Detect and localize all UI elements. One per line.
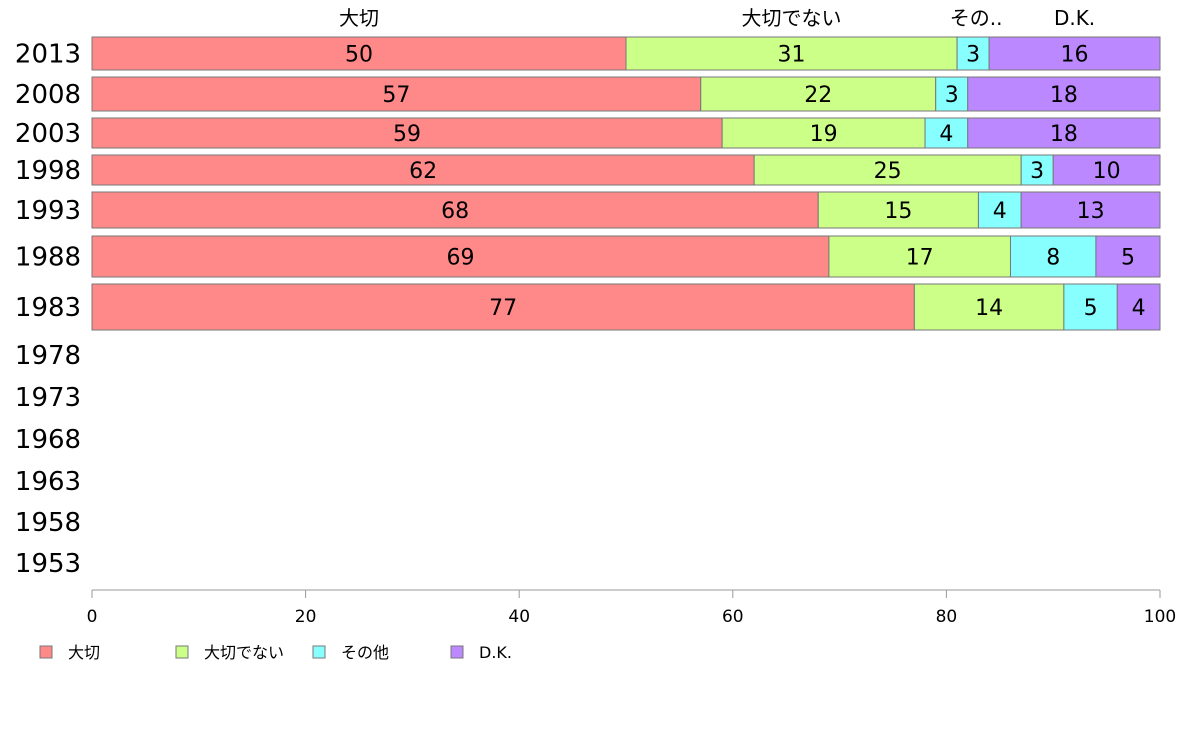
legend-label-0: 大切 — [68, 643, 100, 662]
legend-swatch-2 — [312, 645, 326, 659]
bar-1993-1 — [817, 191, 979, 229]
x-axis: 0 20 40 60 80 100 — [87, 589, 1176, 627]
bar-1993-0 — [91, 191, 819, 229]
column-header-0: 大切 — [339, 6, 379, 30]
bar-2003-3 — [967, 117, 1161, 149]
bar-label-1998-0: 62 — [409, 159, 437, 184]
bar-label-1988-0: 69 — [446, 246, 474, 271]
column-header-2: その.. — [950, 6, 1003, 30]
year-label-2013: 2013 — [15, 40, 81, 70]
x-tick-label-60: 60 — [722, 607, 744, 627]
bar-label-1998-2: 3 — [1030, 159, 1044, 184]
bar-2008-0 — [91, 76, 702, 112]
bar-1988-0 — [91, 235, 830, 278]
bar-label-2013-1: 31 — [778, 43, 806, 68]
bar-1998-1 — [753, 154, 1022, 186]
bar-label-2008-0: 57 — [382, 83, 410, 108]
bar-1998-0 — [91, 154, 755, 186]
column-header-1: 大切でない — [742, 6, 842, 30]
year-label-1973: 1973 — [15, 383, 81, 413]
legend-swatch-3 — [450, 645, 464, 659]
x-tick-label-20: 20 — [295, 607, 317, 627]
bar-1983-0 — [91, 283, 915, 331]
bar-1988-3 — [1095, 235, 1161, 278]
bar-label-1993-0: 68 — [441, 199, 469, 224]
bar-label-1988-3: 5 — [1121, 246, 1135, 271]
legend-swatch-1 — [175, 645, 189, 659]
bar-1993-3 — [1020, 191, 1161, 229]
bar-label-1988-1: 17 — [906, 246, 934, 271]
bar-label-1993-1: 15 — [884, 199, 912, 224]
bar-label-2013-3: 16 — [1061, 43, 1089, 68]
bar-label-1983-0: 77 — [489, 296, 517, 321]
legend: 大切 大切でない その他 D.K. — [39, 643, 512, 662]
bar-2013-1 — [625, 36, 958, 71]
bar-1998-3 — [1052, 154, 1161, 186]
bar-label-2013-0: 50 — [345, 43, 373, 68]
legend-label-3: D.K. — [479, 643, 512, 662]
bar-label-1998-1: 25 — [874, 159, 902, 184]
year-labels: 2013 2008 2003 1998 1993 1988 1983 1978 1973 1968… — [15, 40, 81, 580]
legend-label-2: その他 — [341, 643, 389, 662]
bar-label-2003-0: 59 — [393, 122, 421, 147]
bar-label-2008-1: 22 — [804, 83, 832, 108]
bar-2008-1 — [700, 76, 937, 112]
bar-label-2003-2: 4 — [939, 122, 953, 147]
bar-2003-0 — [91, 117, 723, 149]
year-label-1978: 1978 — [15, 341, 81, 371]
year-label-1993: 1993 — [15, 196, 81, 226]
year-label-1968: 1968 — [15, 425, 81, 455]
year-label-1983: 1983 — [15, 293, 81, 323]
bar-2013-0 — [91, 36, 627, 71]
bar-label-1983-1: 14 — [975, 296, 1003, 321]
bar-label-1983-2: 5 — [1084, 296, 1098, 321]
bar-label-1983-3: 4 — [1132, 296, 1146, 321]
bar-1983-3 — [1116, 283, 1161, 331]
bar-label-1988-2: 8 — [1046, 246, 1060, 271]
legend-swatch-0 — [39, 645, 53, 659]
year-label-1963: 1963 — [15, 467, 81, 497]
year-label-2008: 2008 — [15, 80, 81, 110]
column-header-3: D.K. — [1054, 6, 1095, 30]
year-label-1958: 1958 — [15, 508, 81, 538]
bar-label-2003-1: 19 — [810, 122, 838, 147]
year-label-1953: 1953 — [15, 549, 81, 579]
bar-1988-1 — [828, 235, 1011, 278]
year-label-1988: 1988 — [15, 243, 81, 273]
bar-2008-3 — [967, 76, 1161, 112]
bar-label-2013-2: 3 — [966, 43, 980, 68]
bar-label-2008-3: 18 — [1050, 83, 1078, 108]
year-label-2003: 2003 — [15, 119, 81, 149]
column-headers: 大切 大切でない その.. D.K. — [339, 6, 1095, 30]
year-label-1998: 1998 — [15, 156, 81, 186]
bar-label-2003-3: 18 — [1050, 122, 1078, 147]
bar-2008-2 — [935, 76, 969, 112]
bar-1983-2 — [1063, 283, 1118, 331]
bar-label-1993-3: 13 — [1077, 199, 1105, 224]
bar-label-1993-2: 4 — [993, 199, 1007, 224]
x-tick-label-40: 40 — [508, 607, 530, 627]
bar-2013-3 — [988, 36, 1161, 71]
x-tick-label-100: 100 — [1144, 607, 1176, 627]
bar-2013-2 — [956, 36, 990, 71]
bar-1993-2 — [977, 191, 1022, 229]
legend-label-1: 大切でない — [204, 643, 284, 662]
bar-label-2008-2: 3 — [945, 83, 959, 108]
bar-2003-1 — [721, 117, 926, 149]
bar-1988-2 — [1009, 235, 1097, 278]
bar-label-1998-3: 10 — [1093, 159, 1121, 184]
x-tick-label-0: 0 — [87, 607, 98, 627]
x-tick-label-80: 80 — [936, 607, 958, 627]
